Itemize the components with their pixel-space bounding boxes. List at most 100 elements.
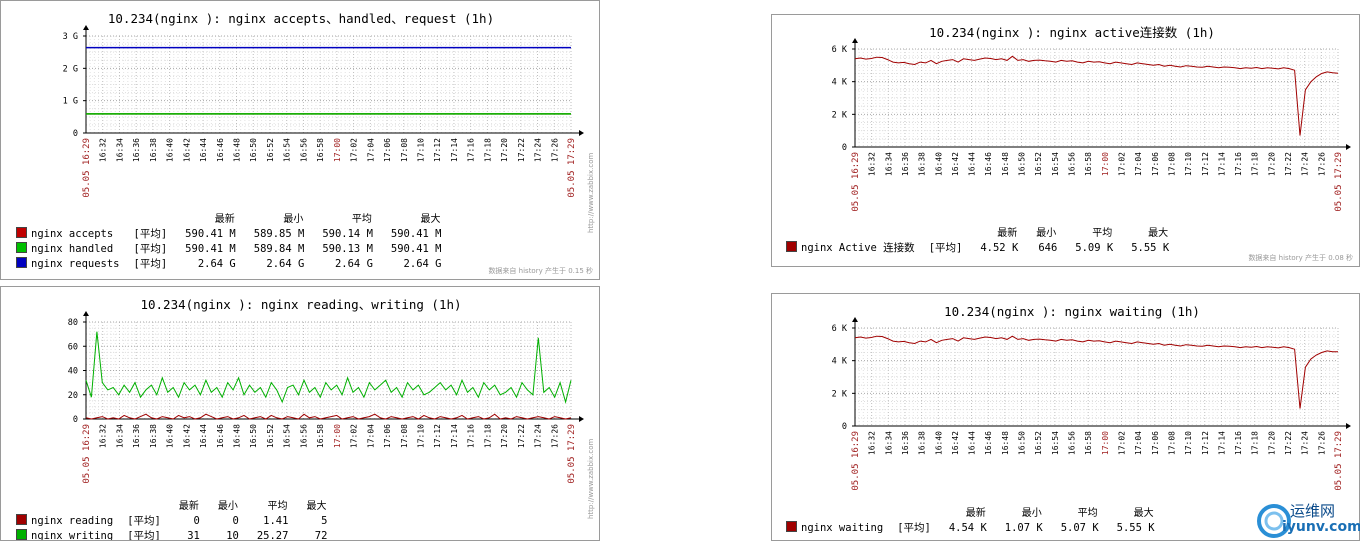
legend-value-avg: 2.64 G xyxy=(334,257,373,270)
x-tick-label: 17:06 xyxy=(383,138,392,162)
legend-func: [平均] xyxy=(133,228,168,240)
legend-reading-writing: 最新 最小 平均 最大 nginx reading [平均] 0 0 1.41 5 nginx wr… xyxy=(16,496,327,541)
legend-row: nginx Active 连接数 [平均] 4.52 K 646 5.09 K 5.55 … xyxy=(786,240,1169,255)
legend-header: 最新 xyxy=(214,214,235,225)
legend-swatch xyxy=(16,257,27,268)
legend-header: 最新 xyxy=(178,501,199,512)
x-tick-label: 16:46 xyxy=(216,138,225,162)
x-tick-label: 17:26 xyxy=(1317,431,1326,455)
x-tick-label: 16:44 xyxy=(968,152,977,176)
legend-header-blank xyxy=(786,223,929,240)
y-tick-label: 2 G xyxy=(63,64,78,74)
logo-swirl-icon xyxy=(1257,504,1291,538)
legend-header-blank xyxy=(16,496,127,513)
x-tick-label: 16:40 xyxy=(934,431,943,455)
legend-header-blank xyxy=(929,223,963,240)
x-tick-label: 05.05 17:29 xyxy=(567,424,577,484)
x-tick-label: 17:06 xyxy=(1151,431,1160,455)
x-tick-label: 16:36 xyxy=(132,424,141,448)
legend-value-min: 589.85 M xyxy=(253,227,305,240)
legend-value-last: 4.52 K xyxy=(980,241,1019,254)
x-tick-label: 17:18 xyxy=(483,138,492,162)
x-tick-label: 16:56 xyxy=(1068,431,1077,455)
legend-func: [平均] xyxy=(127,515,161,527)
x-tick-label: 16:52 xyxy=(1034,431,1043,455)
chart-reading-writing-svg: 10.234(nginx ): nginx reading、writing (1… xyxy=(68,297,595,519)
x-tick-label: 17:12 xyxy=(1201,152,1210,176)
x-tick-label: 05.05 17:29 xyxy=(567,138,577,198)
y-axis-arrow-icon xyxy=(83,25,89,30)
legend-table: 最新 最小 平均 最大 nginx accepts [平均] 590.41 M 589.85 … xyxy=(16,209,441,271)
x-tick-label: 17:00 xyxy=(333,138,342,162)
legend-swatch xyxy=(786,241,797,252)
legend-header-blank xyxy=(16,209,134,226)
y-tick-label: 1 G xyxy=(63,97,78,107)
x-tick-label: 16:46 xyxy=(984,152,993,176)
x-tick-label: 17:24 xyxy=(1301,152,1310,176)
y-tick-label: 80 xyxy=(68,318,78,328)
watermark-text: http://www.zabbix.com xyxy=(587,153,595,233)
legend-value-last: 31 xyxy=(187,529,200,541)
x-tick-label: 17:02 xyxy=(1117,431,1126,455)
legend-func: [平均] xyxy=(928,242,963,254)
x-tick-label: 16:44 xyxy=(199,138,208,162)
chart-title: 10.234(nginx ): nginx reading、writing (1… xyxy=(140,297,461,312)
x-tick-label: 16:58 xyxy=(316,138,325,162)
y-tick-label: 6 K xyxy=(832,324,848,334)
x-tick-label: 16:38 xyxy=(918,152,927,176)
legend-swatch xyxy=(16,227,27,238)
x-axis-arrow-icon xyxy=(579,130,584,136)
legend-value-avg: 5.09 K xyxy=(1075,241,1114,254)
x-tick-label: 16:42 xyxy=(182,424,191,448)
legend-header: 最新 xyxy=(997,228,1018,239)
x-tick-label: 16:42 xyxy=(182,138,191,162)
x-tick-label: 17:04 xyxy=(1134,152,1143,176)
x-tick-label: 17:10 xyxy=(416,138,425,162)
x-tick-label: 16:38 xyxy=(918,431,927,455)
x-tick-label: 17:04 xyxy=(366,138,375,162)
legend-value-avg: 590.14 M xyxy=(322,227,373,240)
y-tick-label: 20 xyxy=(68,391,78,401)
x-tick-label: 17:04 xyxy=(1134,431,1143,455)
x-tick-label: 16:40 xyxy=(166,138,175,162)
legend-swatch xyxy=(16,242,27,253)
x-tick-label: 17:02 xyxy=(1117,152,1126,176)
series-line-nginx-writing xyxy=(85,331,572,404)
x-tick-label: 17:18 xyxy=(1251,152,1260,176)
chart-title: 10.234(nginx ): nginx accepts、handled、re… xyxy=(108,11,494,26)
legend-series-name: nginx accepts xyxy=(16,226,134,241)
x-tick-label: 17:24 xyxy=(534,424,543,448)
legend-row: nginx reading [平均] 0 0 1.41 5 xyxy=(16,513,327,528)
x-tick-label: 16:36 xyxy=(132,138,141,162)
x-tick-label: 16:42 xyxy=(951,152,960,176)
x-tick-label: 16:48 xyxy=(1001,431,1010,455)
x-tick-label: 17:10 xyxy=(1184,152,1193,176)
y-axis-arrow-icon xyxy=(852,317,858,322)
x-tick-label: 17:20 xyxy=(500,424,509,448)
x-tick-label: 17:12 xyxy=(433,138,442,162)
legend-series-name: nginx Active 连接数 xyxy=(786,240,929,255)
x-tick-label: 16:32 xyxy=(99,138,108,162)
x-tick-label: 16:34 xyxy=(115,424,124,448)
x-tick-label: 17:26 xyxy=(550,424,559,448)
legend-value-max: 5.55 K xyxy=(1131,241,1170,254)
x-tick-label: 05.05 16:29 xyxy=(82,424,92,484)
legend-header-blank xyxy=(134,209,168,226)
x-tick-label: 16:48 xyxy=(233,138,242,162)
chart-panel-waiting: 10.234(nginx ): nginx waiting (1h) 6 K 4 K… xyxy=(771,293,1360,541)
legend-value-max: 2.64 G xyxy=(403,257,442,270)
legend-value-max: 5 xyxy=(321,514,328,527)
legend-header: 平均 xyxy=(1077,508,1098,519)
logo-text-en: iyunv.com xyxy=(1282,519,1360,535)
x-tick-label: 16:56 xyxy=(1068,152,1077,176)
legend-func: [平均] xyxy=(133,243,168,255)
x-tick-label: 05.05 17:29 xyxy=(1334,431,1344,491)
x-tick-label: 17:08 xyxy=(400,138,409,162)
x-tick-label: 17:20 xyxy=(1267,431,1276,455)
legend-value-last: 2.64 G xyxy=(197,257,236,270)
legend-value-min: 1.07 K xyxy=(1004,521,1043,534)
x-tick-label: 16:34 xyxy=(884,152,893,176)
x-tick-label: 16:52 xyxy=(266,138,275,162)
x-tick-label: 16:46 xyxy=(984,431,993,455)
legend-value-min: 2.64 G xyxy=(266,257,305,270)
